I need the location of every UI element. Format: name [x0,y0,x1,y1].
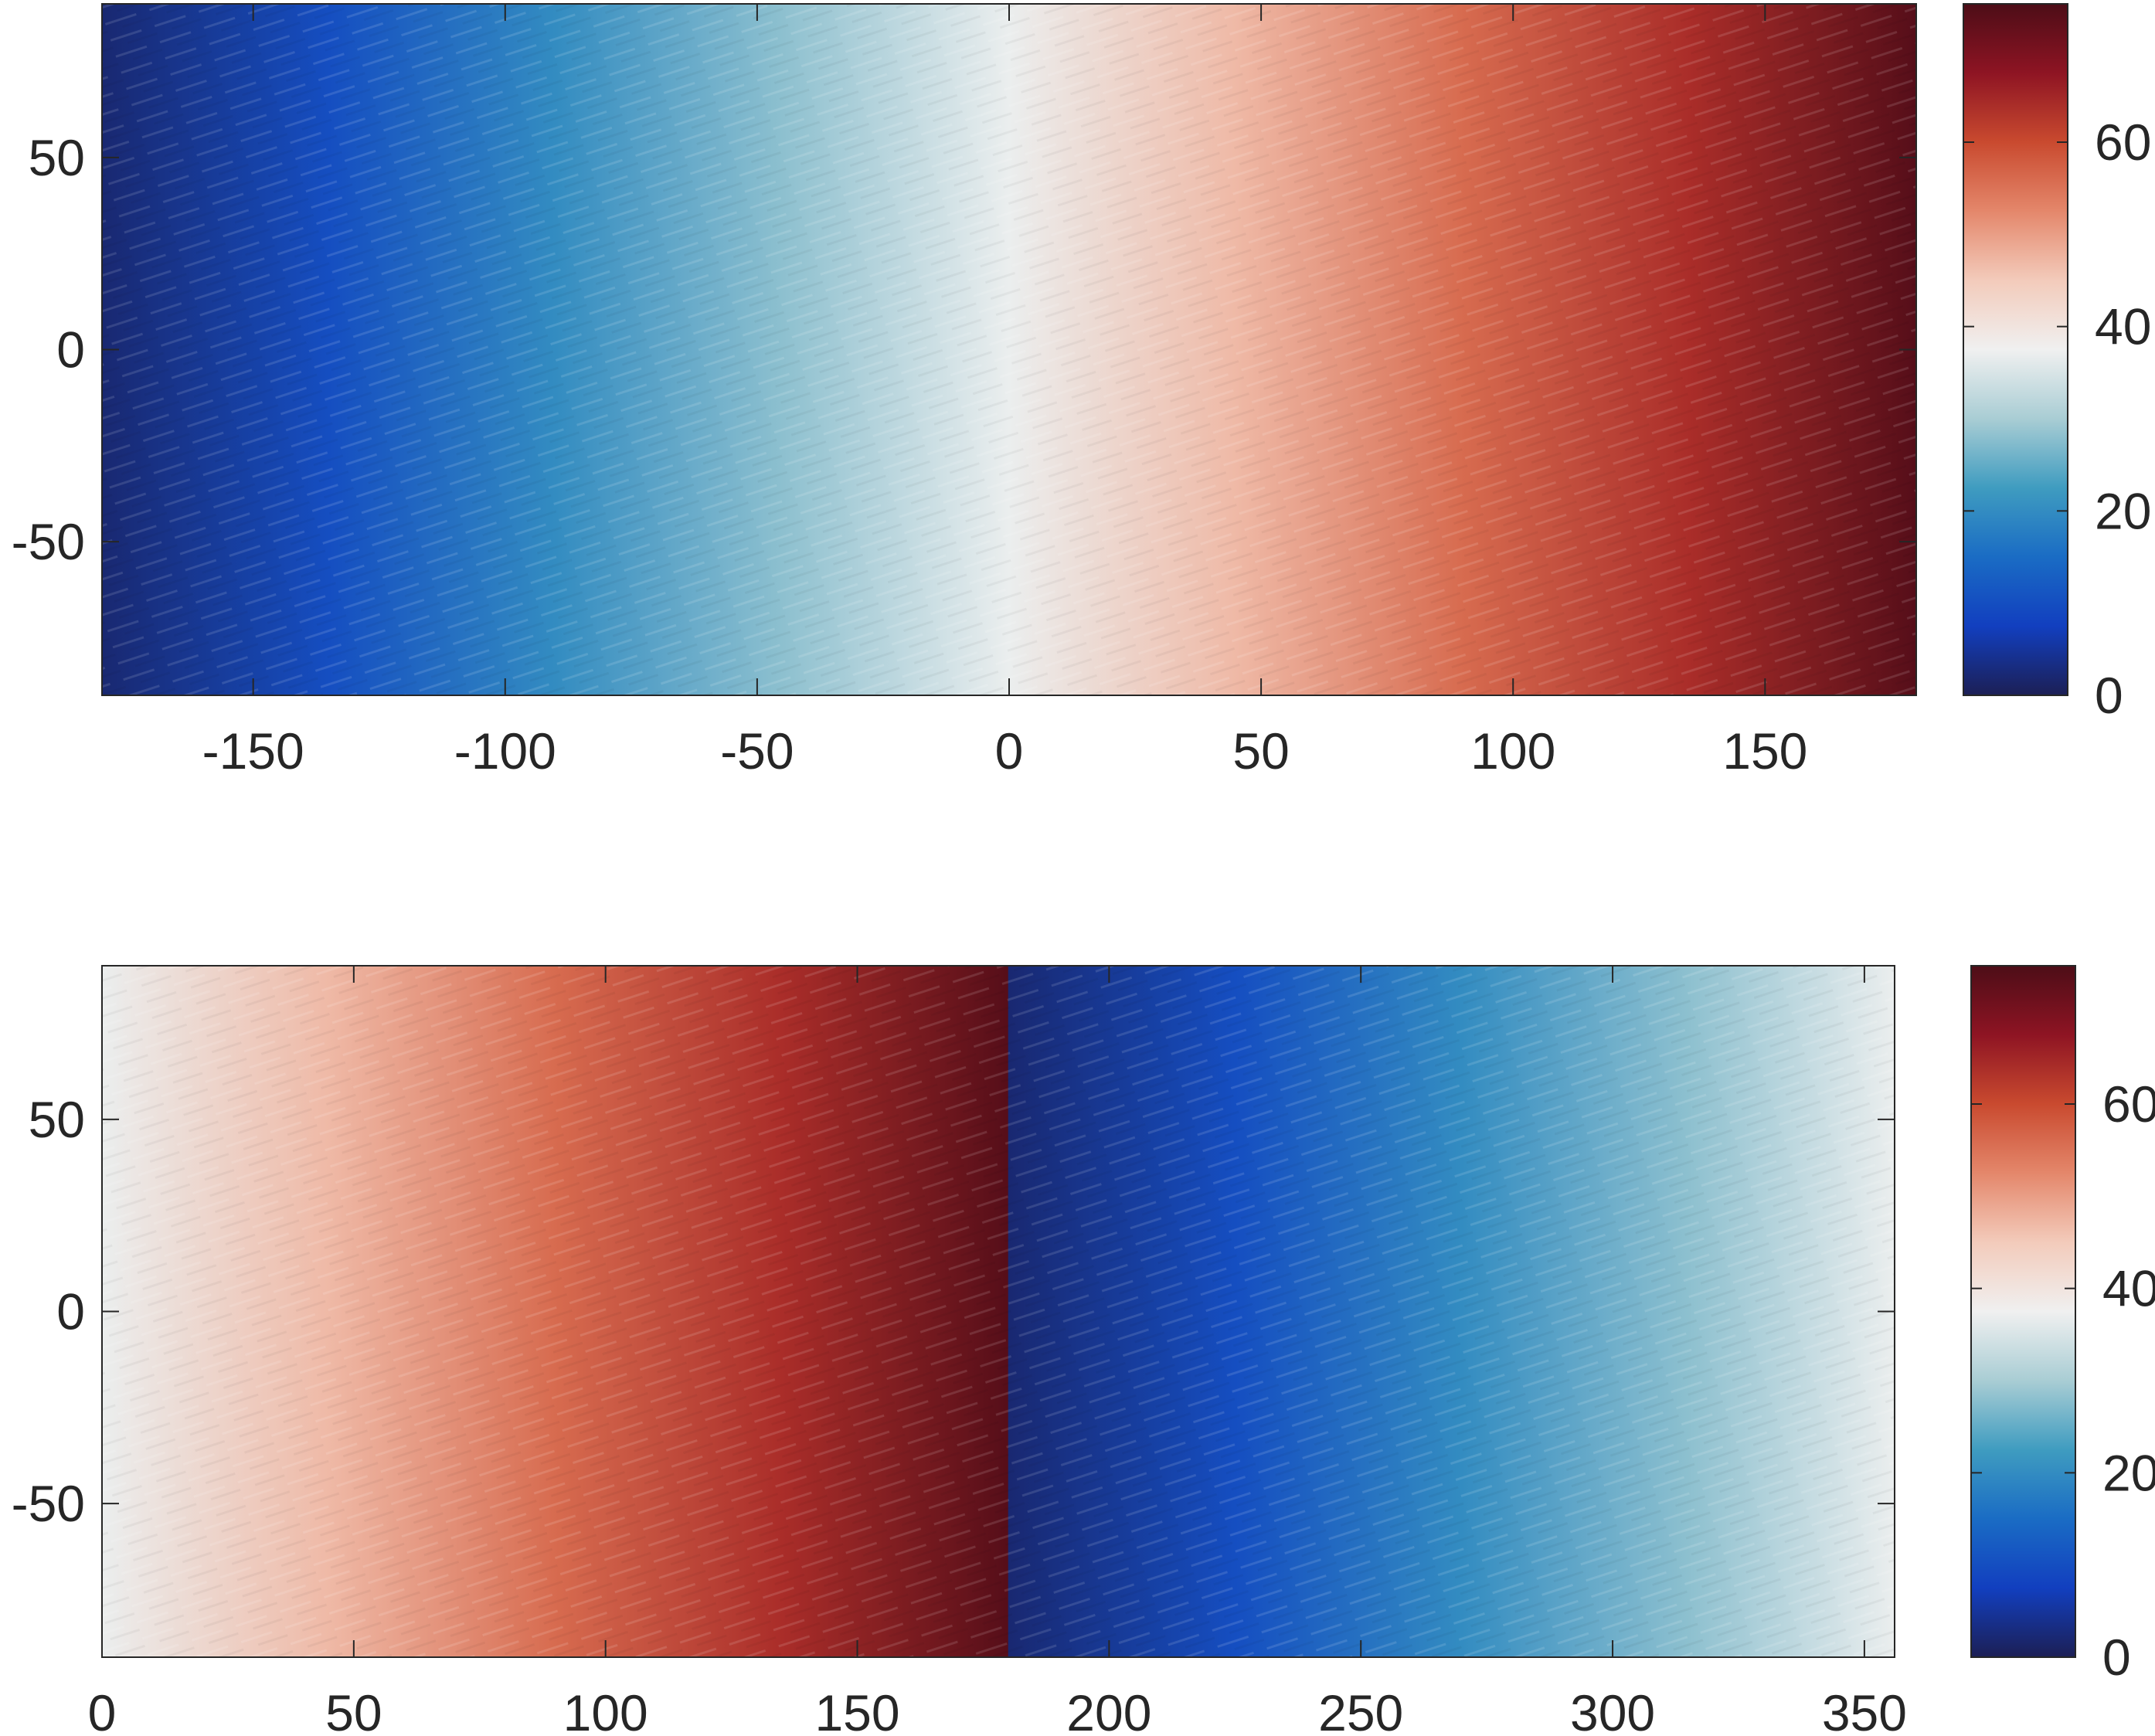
colorbar-top [1963,4,2068,695]
x-tick-label: 300 [1570,1684,1655,1736]
x-tick-label: 250 [1318,1684,1403,1736]
x-tick-label: 150 [1722,722,1807,780]
y-tick-label: -50 [12,1475,85,1532]
x-tick-label: 50 [325,1684,382,1736]
y-tick-label: 0 [56,1283,85,1340]
y-ticks-bottom: 50 0 -50 [12,1091,1895,1532]
x-tick-label: 0 [995,722,1024,780]
colorbar-tick-label: 20 [2102,1444,2155,1501]
heatmap-bottom-texture [102,966,1895,1657]
colorbar-ticks-top: 0 20 40 60 [1963,114,2151,724]
y-tick-label: 0 [56,321,85,379]
colorbar-tick-label: 60 [2095,114,2151,171]
x-tick-label: 100 [563,1684,648,1736]
x-tick-label: 0 [88,1684,117,1736]
colorbar-tick-label: 20 [2095,482,2151,539]
x-tick-label: 200 [1066,1684,1151,1736]
x-tick-label: -100 [454,722,556,780]
x-tick-label: 350 [1822,1684,1907,1736]
x-tick-label: -150 [202,722,304,780]
panel-bottom: 0 50 100 150 200 250 300 350 50 0 -50 0 20 40 60 [12,965,2155,1736]
heatmap-top-texture [102,4,1916,695]
colorbar-tick-label: 40 [2095,298,2151,355]
x-ticks-top: -150 -100 -50 0 50 100 150 [202,4,1807,780]
colorbar-bottom [1971,966,2075,1657]
colorbar-tick-label: 60 [2102,1075,2155,1133]
colorbar-tick-label: 0 [2102,1629,2131,1686]
y-tick-label: -50 [12,513,85,570]
y-ticks-top: 50 0 -50 [12,129,1916,570]
colorbar-tick-label: 0 [2095,667,2123,724]
x-tick-label: -50 [720,722,794,780]
colorbar-tick-label: 40 [2102,1260,2155,1317]
x-tick-label: 100 [1470,722,1555,780]
colorbar-ticks-bottom: 0 20 40 60 [1971,1075,2155,1686]
y-tick-label: 50 [29,129,85,186]
panel-top: -150 -100 -50 0 50 100 150 50 0 -50 0 20 40 60 [12,3,2151,780]
y-tick-label: 50 [29,1091,85,1148]
x-tick-label: 50 [1232,722,1289,780]
x-tick-label: 150 [814,1684,899,1736]
colorbar-top-box [1963,3,2068,696]
colorbar-bottom-box [1970,965,2076,1658]
x-ticks-bottom: 0 50 100 150 200 250 300 350 [88,966,1907,1736]
